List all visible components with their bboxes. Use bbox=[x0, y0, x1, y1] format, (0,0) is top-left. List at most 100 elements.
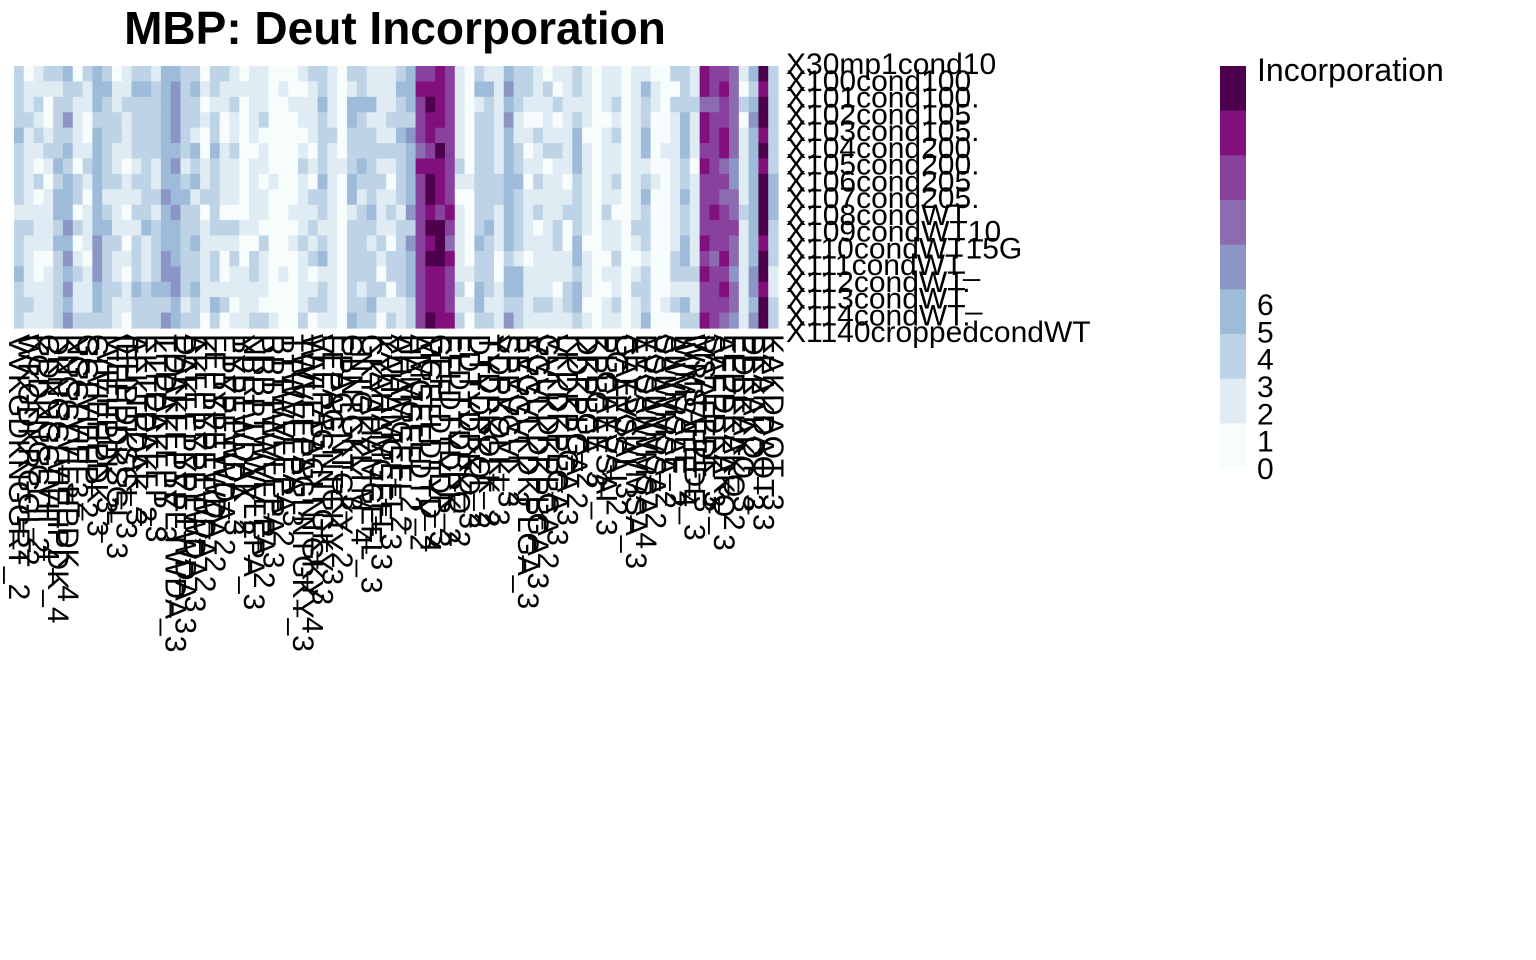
column-label: PEVGVLK_2 bbox=[501, 334, 534, 507]
heatmap-cell bbox=[102, 297, 113, 314]
column-label: EVSAIWMSA_4 bbox=[629, 334, 662, 549]
heatmap-cell bbox=[542, 312, 554, 329]
heatmap-cell bbox=[484, 204, 495, 221]
heatmap-cell bbox=[591, 220, 603, 237]
heatmap-cell bbox=[366, 158, 378, 175]
heatmap-cell bbox=[43, 266, 54, 283]
heatmap-cell bbox=[258, 220, 270, 237]
heatmap-cell bbox=[14, 173, 25, 190]
heatmap-cell bbox=[601, 81, 613, 98]
heatmap-cell bbox=[278, 266, 289, 283]
heatmap-cell bbox=[729, 158, 740, 175]
heatmap-cell bbox=[219, 112, 231, 129]
heatmap-cell bbox=[200, 189, 211, 206]
heatmap-cell bbox=[405, 112, 417, 129]
column-label: PRPTTWVLEPA_2 bbox=[247, 334, 280, 589]
heatmap-cell bbox=[748, 266, 760, 283]
heatmap-cell bbox=[405, 173, 417, 190]
heatmap-cell bbox=[650, 204, 662, 221]
heatmap-cell bbox=[356, 96, 368, 113]
heatmap-cell bbox=[337, 235, 348, 252]
heatmap-cell bbox=[758, 297, 769, 314]
heatmap-cell bbox=[425, 96, 436, 113]
heatmap-cell bbox=[748, 127, 760, 144]
heatmap-cell bbox=[72, 220, 84, 237]
heatmap-cell bbox=[572, 189, 583, 206]
heatmap-cell bbox=[523, 173, 534, 190]
heatmap-cell bbox=[72, 66, 84, 83]
heatmap-cell bbox=[386, 281, 397, 298]
heatmap-cell bbox=[542, 112, 554, 129]
heatmap-cell bbox=[699, 81, 711, 98]
heatmap-cell bbox=[719, 173, 730, 190]
heatmap-cell bbox=[53, 66, 64, 83]
heatmap-cell bbox=[689, 235, 701, 252]
heatmap-cell bbox=[258, 297, 270, 314]
heatmap-cell bbox=[121, 112, 133, 129]
heatmap-cell bbox=[102, 66, 113, 83]
heatmap-cell bbox=[23, 235, 35, 252]
heatmap-cell bbox=[82, 266, 93, 283]
heatmap-cell bbox=[591, 96, 603, 113]
heatmap-cell bbox=[513, 66, 524, 83]
heatmap-cell bbox=[542, 81, 554, 98]
column-label: PTTWVLEPA_2 bbox=[266, 334, 299, 547]
heatmap-cell bbox=[454, 312, 466, 329]
heatmap-cell bbox=[239, 112, 250, 129]
heatmap-cell bbox=[170, 143, 182, 160]
heatmap-cell bbox=[435, 266, 446, 283]
heatmap-cell bbox=[582, 81, 593, 98]
heatmap-cell bbox=[151, 112, 162, 129]
heatmap-cell bbox=[444, 127, 456, 144]
heatmap-cell bbox=[611, 235, 622, 252]
heatmap-cell bbox=[23, 266, 35, 283]
heatmap-cell bbox=[278, 127, 289, 144]
heatmap-cell bbox=[43, 143, 54, 160]
heatmap-cell bbox=[572, 204, 583, 221]
heatmap-cell bbox=[709, 235, 720, 252]
heatmap-cell bbox=[82, 173, 93, 190]
heatmap-cell bbox=[347, 312, 358, 329]
heatmap-cell bbox=[219, 250, 231, 267]
heatmap-cell bbox=[582, 189, 593, 206]
heatmap-cell bbox=[102, 266, 113, 283]
heatmap-cell bbox=[738, 173, 750, 190]
column-label: LEPYPETWDA_2 bbox=[198, 334, 231, 572]
heatmap-cell bbox=[650, 143, 662, 160]
column-label: NPRPTTWVLEPA_3 bbox=[237, 334, 270, 610]
column-label: GKYAHAMGEFL_3 bbox=[355, 334, 388, 594]
heatmap-cell bbox=[493, 81, 505, 98]
heatmap-cell bbox=[396, 204, 407, 221]
heatmap-cell bbox=[405, 204, 417, 221]
heatmap-cell bbox=[288, 297, 299, 314]
heatmap-cell bbox=[435, 250, 446, 267]
heatmap-cell bbox=[131, 281, 142, 298]
heatmap-cell bbox=[405, 127, 417, 144]
heatmap-cell bbox=[670, 312, 681, 329]
heatmap-cell bbox=[72, 204, 84, 221]
heatmap-cell bbox=[709, 312, 720, 329]
heatmap-cell bbox=[670, 297, 681, 314]
heatmap-cell bbox=[513, 143, 524, 160]
heatmap-cell bbox=[562, 143, 573, 160]
heatmap-cell bbox=[33, 235, 44, 252]
heatmap-cell bbox=[611, 66, 622, 83]
heatmap-cell bbox=[288, 96, 299, 113]
heatmap-cell bbox=[317, 312, 329, 329]
heatmap-cell bbox=[464, 235, 475, 252]
heatmap-cell bbox=[307, 158, 319, 175]
heatmap-cell bbox=[23, 250, 35, 267]
row-label: X112condWT. bbox=[786, 266, 971, 299]
heatmap-cell bbox=[396, 312, 407, 329]
heatmap-cell bbox=[72, 281, 84, 298]
heatmap-cell bbox=[444, 281, 456, 298]
heatmap-cell bbox=[542, 281, 554, 298]
heatmap-cell bbox=[484, 158, 495, 175]
column-label: VVKGDKNGGRT_2 bbox=[2, 334, 35, 600]
heatmap-cell bbox=[288, 81, 299, 98]
heatmap-cell bbox=[376, 81, 387, 98]
heatmap-cell bbox=[219, 312, 231, 329]
heatmap-cell bbox=[219, 173, 231, 190]
heatmap-cell bbox=[33, 281, 44, 298]
heatmap-cell bbox=[111, 96, 123, 113]
